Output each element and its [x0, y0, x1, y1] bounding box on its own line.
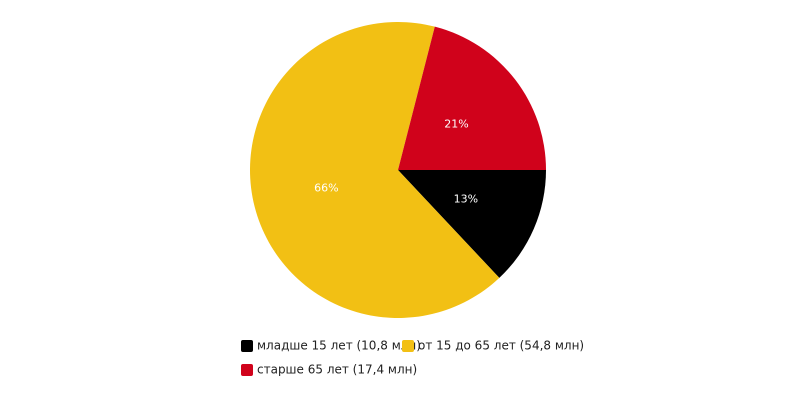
- pie-slice: [249, 21, 500, 318]
- slice-label: 21%: [444, 118, 468, 131]
- legend-swatch: [241, 364, 253, 376]
- pie-slice: [398, 26, 546, 171]
- slice-label: 13%: [454, 192, 478, 205]
- pie-slice: [398, 170, 546, 278]
- legend-label: от 15 до 65 лет (54,8 млн): [418, 339, 584, 353]
- legend-label: старше 65 лет (17,4 млн): [257, 363, 417, 377]
- legend-swatch: [241, 340, 253, 352]
- legend-swatch: [402, 340, 414, 352]
- legend-label: младше 15 лет (10,8 млн): [257, 339, 421, 353]
- slice-label: 66%: [314, 181, 338, 194]
